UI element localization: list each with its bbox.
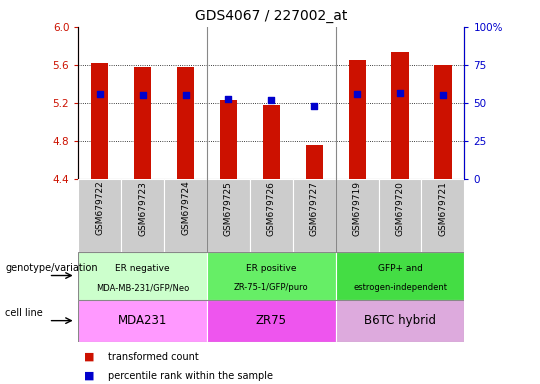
Bar	[336, 252, 464, 300]
Text: GSM679726: GSM679726	[267, 181, 276, 236]
Text: MDA-MB-231/GFP/Neo: MDA-MB-231/GFP/Neo	[96, 283, 190, 292]
Point	[353, 91, 361, 97]
Bar	[164, 179, 207, 252]
Text: GSM679724: GSM679724	[181, 181, 190, 235]
Bar	[348, 60, 366, 179]
Text: genotype/variation: genotype/variation	[5, 263, 98, 273]
Point	[138, 92, 147, 98]
Bar	[306, 146, 323, 179]
Point	[310, 103, 319, 109]
Text: B6TC hybrid: B6TC hybrid	[364, 314, 436, 327]
Point	[267, 97, 275, 103]
Bar	[78, 300, 207, 342]
Bar	[293, 179, 336, 252]
Bar	[207, 300, 336, 342]
Bar	[379, 179, 422, 252]
Point	[438, 92, 447, 98]
Text: ■: ■	[84, 351, 94, 362]
Point	[396, 90, 404, 96]
Text: ER negative: ER negative	[116, 264, 170, 273]
Text: GSM679720: GSM679720	[395, 181, 404, 236]
Bar	[121, 179, 164, 252]
Text: ZR-75-1/GFP/puro: ZR-75-1/GFP/puro	[234, 283, 309, 292]
Bar	[134, 67, 151, 179]
Text: ■: ■	[84, 371, 94, 381]
Text: MDA231: MDA231	[118, 314, 167, 327]
Bar	[336, 179, 379, 252]
Text: transformed count: transformed count	[108, 351, 199, 362]
Point	[224, 96, 233, 102]
Bar	[392, 53, 409, 179]
Text: ZR75: ZR75	[256, 314, 287, 327]
Bar	[250, 179, 293, 252]
Text: GSM679721: GSM679721	[438, 181, 448, 236]
Bar	[434, 65, 451, 179]
Text: GSM679727: GSM679727	[310, 181, 319, 236]
Bar	[78, 179, 121, 252]
Title: GDS4067 / 227002_at: GDS4067 / 227002_at	[195, 9, 348, 23]
Text: GSM679725: GSM679725	[224, 181, 233, 236]
Text: GSM679722: GSM679722	[95, 181, 104, 235]
Bar	[263, 104, 280, 179]
Bar	[220, 100, 237, 179]
Bar	[207, 179, 250, 252]
Bar	[91, 63, 109, 179]
Text: GSM679719: GSM679719	[353, 181, 362, 236]
Point	[181, 92, 190, 98]
Point	[96, 91, 104, 97]
Text: percentile rank within the sample: percentile rank within the sample	[108, 371, 273, 381]
Bar	[207, 252, 336, 300]
Bar	[422, 179, 464, 252]
Bar	[177, 67, 194, 179]
Text: ER positive: ER positive	[246, 264, 296, 273]
Text: GFP+ and: GFP+ and	[377, 264, 422, 273]
Bar	[336, 300, 464, 342]
Text: estrogen-independent: estrogen-independent	[353, 283, 447, 292]
Text: cell line: cell line	[5, 308, 43, 318]
Bar	[78, 252, 207, 300]
Text: GSM679723: GSM679723	[138, 181, 147, 236]
